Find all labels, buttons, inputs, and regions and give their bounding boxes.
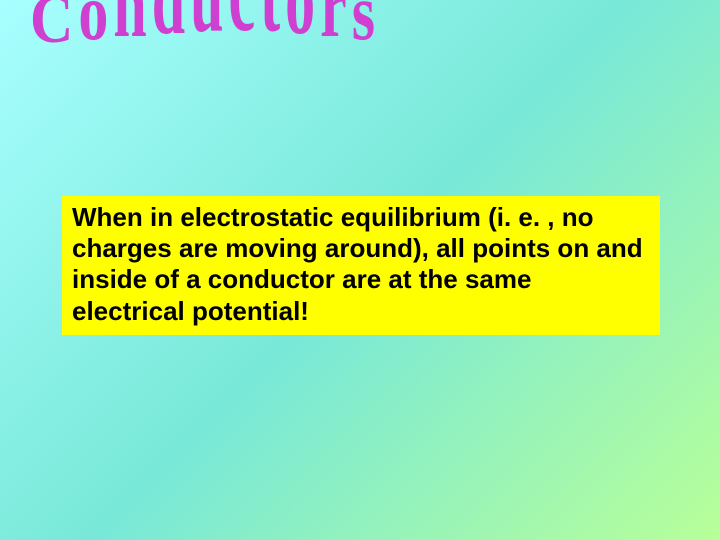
title-letter: C (30, 0, 78, 59)
title-letter: d (152, 0, 190, 59)
title-letter: u (190, 0, 228, 59)
slide-title: Conductors (30, 0, 380, 59)
title-letter: c (228, 0, 260, 59)
title-letter: o (285, 0, 320, 59)
title-letter: n (113, 0, 151, 59)
title-letter: o (78, 0, 113, 59)
title-letter: r (320, 0, 352, 59)
slide-body-text: When in electrostatic equilibrium (i. e.… (62, 196, 660, 335)
title-letter: s (352, 0, 380, 59)
title-letter: t (260, 0, 285, 59)
slide: Conductors When in electrostatic equilib… (0, 0, 720, 540)
